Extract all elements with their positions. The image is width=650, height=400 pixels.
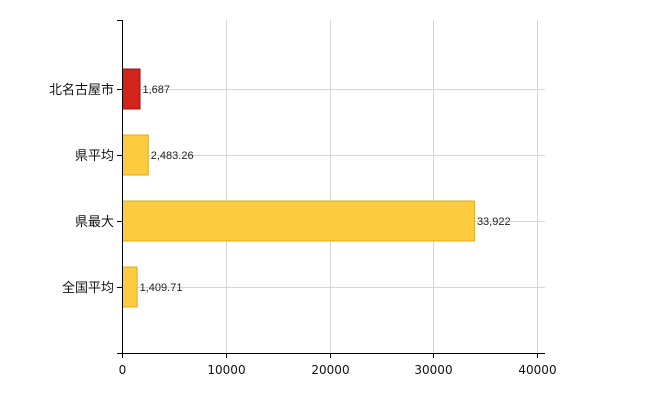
- bar-3: [122, 266, 138, 308]
- category-label: 県平均: [75, 149, 114, 164]
- data-label: 33,922: [477, 216, 511, 228]
- axes: [117, 20, 545, 358]
- grid-lines: [122, 20, 545, 353]
- bar-1: [122, 134, 149, 176]
- x-tick-label: 10000: [207, 363, 245, 377]
- data-label: 1,409.71: [140, 282, 183, 294]
- data-label: 2,483.26: [151, 150, 194, 162]
- bars: [122, 68, 475, 308]
- labels: 1,687 2,483.26 33,922 1,409.71 北名古屋市県平均県最大全国…: [49, 82, 557, 377]
- x-tick-label: 40000: [518, 363, 556, 377]
- category-label: 北名古屋市: [49, 82, 114, 98]
- data-label: 1,687: [143, 84, 171, 96]
- x-tick-label: 30000: [414, 363, 452, 377]
- category-label: 県最大: [75, 215, 114, 230]
- bar-2: [122, 200, 475, 242]
- bar-0: [122, 68, 141, 110]
- x-tick-label: 20000: [311, 363, 349, 377]
- x-tick-label: 0: [119, 363, 127, 377]
- category-label: 全国平均: [62, 280, 114, 296]
